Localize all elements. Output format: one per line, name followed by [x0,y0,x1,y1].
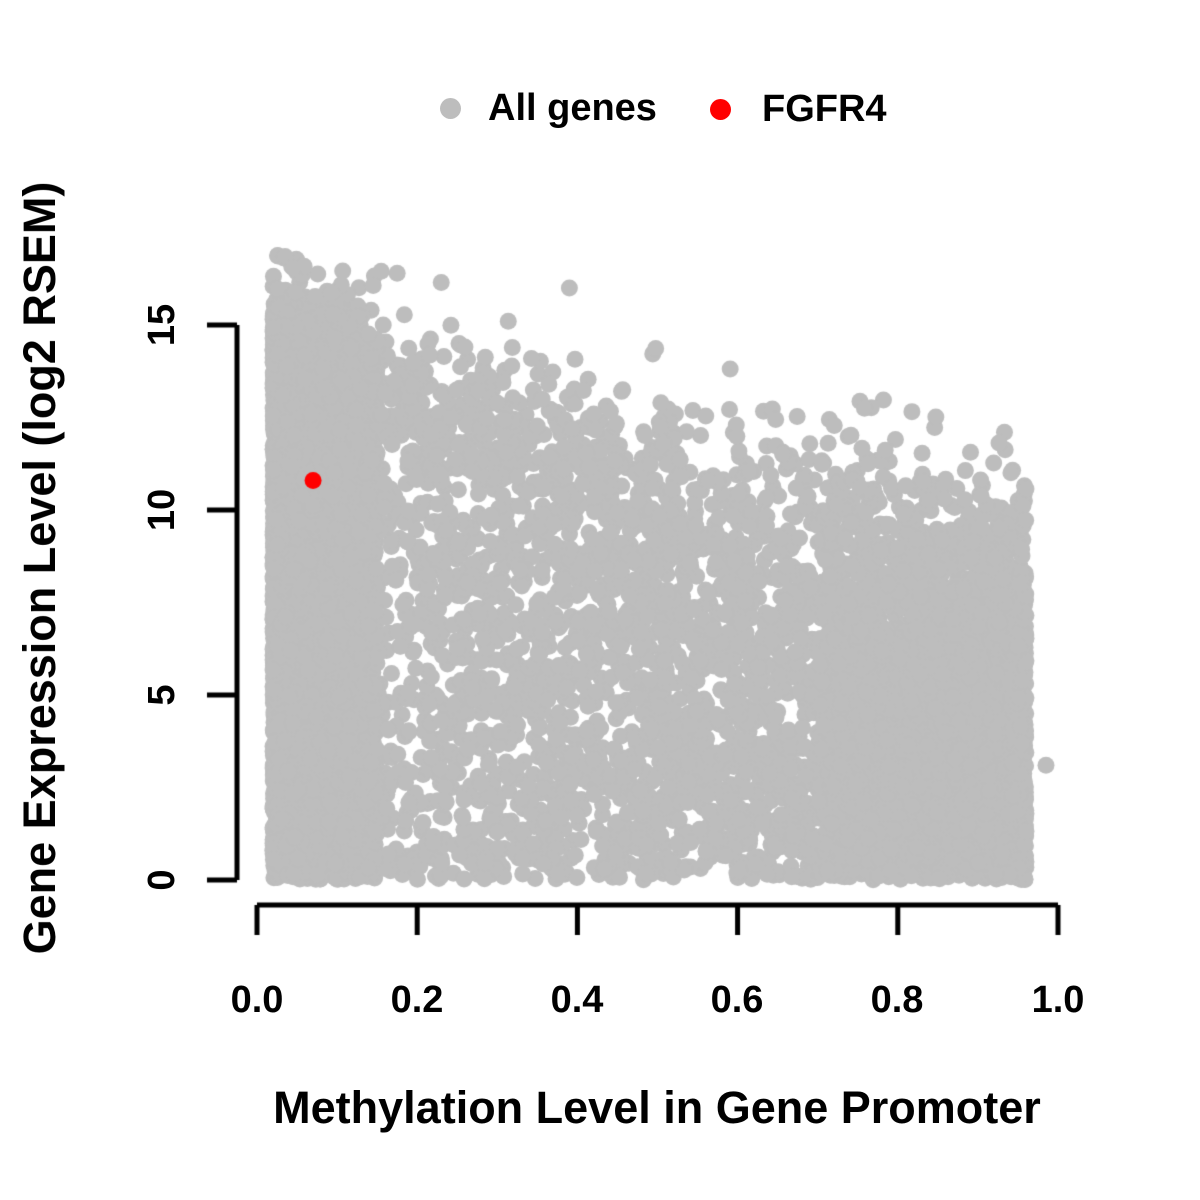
legend-marker-all-genes-icon [440,98,461,119]
legend-label-all-genes: All genes [488,87,657,129]
y-axis-title: Gene Expression Level (log2 RSEM) [14,181,65,955]
y-tick-label-0: 0 [141,869,183,891]
x-axis-title: Methylation Level in Gene Promoter [273,1082,1041,1133]
x-tick-label-0.0: 0.0 [230,979,284,1021]
x-tick-label-0.4: 0.4 [550,979,604,1021]
legend-marker-fgfr4-icon [710,99,731,120]
y-tick-label-10: 10 [141,488,183,532]
legend-label-fgfr4: FGFR4 [762,88,887,130]
x-tick-label-0.2: 0.2 [390,979,444,1021]
x-tick-label-1.0: 1.0 [1031,979,1085,1021]
x-tick-label-0.6: 0.6 [710,979,764,1021]
y-tick-label-5: 5 [141,684,183,706]
y-tick-label-15: 15 [141,303,183,347]
x-tick-label-0.8: 0.8 [870,979,924,1021]
